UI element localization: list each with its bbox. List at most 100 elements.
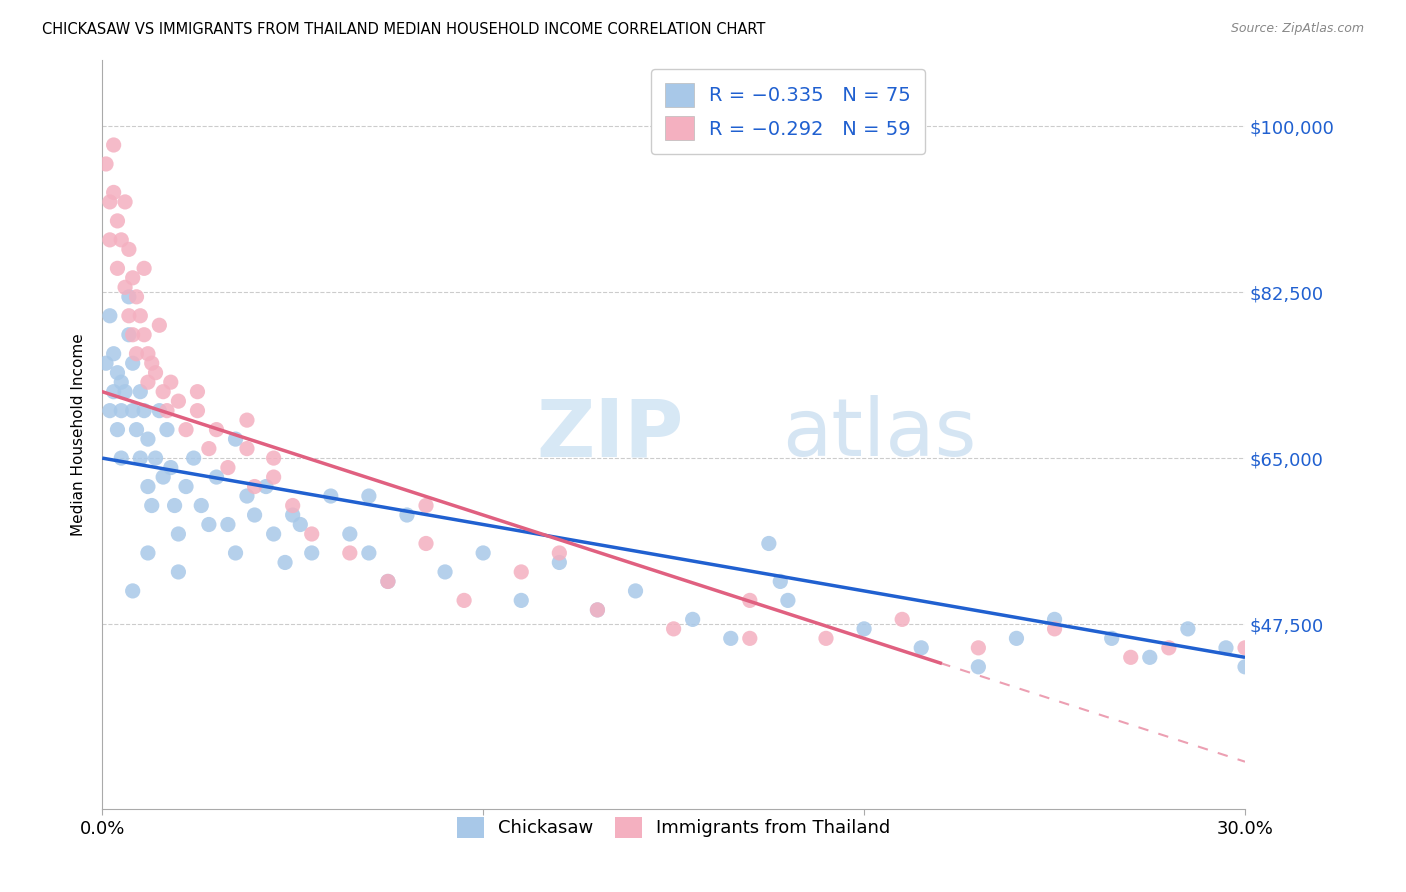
Point: [98, 403, 121, 417]
Point: [190, 499, 212, 513]
Point: [174, 479, 197, 493]
Point: [910, 640, 932, 655]
Point: [125, 290, 148, 304]
Point: [156, 423, 179, 437]
Point: [205, 470, 228, 484]
Point: [453, 593, 475, 607]
Point: [548, 556, 571, 570]
Point: [510, 593, 533, 607]
Point: [159, 375, 181, 389]
Point: [152, 470, 174, 484]
Point: [103, 384, 125, 399]
Point: [281, 508, 304, 522]
Point: [891, 612, 914, 626]
Point: [134, 403, 156, 417]
Text: atlas: atlas: [782, 395, 977, 474]
Point: [121, 356, 143, 370]
Point: [1043, 612, 1066, 626]
Point: [377, 574, 399, 589]
Point: [141, 356, 163, 370]
Point: [1101, 632, 1123, 646]
Point: [118, 327, 141, 342]
Point: [225, 546, 247, 560]
Point: [125, 423, 148, 437]
Point: [183, 451, 205, 466]
Point: [434, 565, 457, 579]
Point: [163, 499, 186, 513]
Point: [738, 593, 761, 607]
Point: [510, 565, 533, 579]
Point: [118, 309, 141, 323]
Point: [1005, 632, 1028, 646]
Point: [225, 432, 247, 446]
Point: [967, 660, 990, 674]
Point: [136, 546, 159, 560]
Point: [167, 394, 190, 409]
Point: [339, 546, 361, 560]
Point: [339, 527, 361, 541]
Point: [121, 327, 143, 342]
Point: [156, 403, 179, 417]
Point: [94, 157, 117, 171]
Point: [110, 375, 132, 389]
Point: [167, 565, 190, 579]
Point: [107, 366, 129, 380]
Point: [121, 403, 143, 417]
Point: [198, 442, 221, 456]
Point: [118, 290, 141, 304]
Point: [586, 603, 609, 617]
Point: [263, 470, 285, 484]
Point: [720, 632, 742, 646]
Point: [110, 403, 132, 417]
Point: [148, 318, 170, 333]
Point: [236, 489, 259, 503]
Point: [624, 583, 647, 598]
Point: [738, 632, 761, 646]
Text: CHICKASAW VS IMMIGRANTS FROM THAILAND MEDIAN HOUSEHOLD INCOME CORRELATION CHART: CHICKASAW VS IMMIGRANTS FROM THAILAND ME…: [42, 22, 765, 37]
Point: [134, 261, 156, 276]
Point: [301, 527, 323, 541]
Point: [98, 309, 121, 323]
Point: [217, 517, 239, 532]
Point: [254, 479, 277, 493]
Point: [1139, 650, 1161, 665]
Point: [814, 632, 837, 646]
Point: [198, 517, 221, 532]
Point: [136, 432, 159, 446]
Point: [415, 536, 437, 550]
Legend: Chickasaw, Immigrants from Thailand: Chickasaw, Immigrants from Thailand: [450, 810, 898, 845]
Point: [1215, 640, 1237, 655]
Point: [263, 451, 285, 466]
Point: [114, 384, 136, 399]
Point: [1043, 622, 1066, 636]
Point: [118, 243, 141, 257]
Point: [114, 194, 136, 209]
Point: [301, 546, 323, 560]
Point: [110, 451, 132, 466]
Text: Source: ZipAtlas.com: Source: ZipAtlas.com: [1230, 22, 1364, 36]
Point: [357, 489, 380, 503]
Point: [319, 489, 342, 503]
Point: [236, 413, 259, 427]
Point: [274, 556, 297, 570]
Point: [98, 233, 121, 247]
Point: [125, 347, 148, 361]
Point: [107, 423, 129, 437]
Point: [967, 640, 990, 655]
Point: [377, 574, 399, 589]
Point: [103, 186, 125, 200]
Text: ZIP: ZIP: [537, 395, 683, 474]
Point: [129, 309, 152, 323]
Point: [110, 233, 132, 247]
Y-axis label: Median Household Income: Median Household Income: [72, 333, 86, 536]
Point: [1119, 650, 1142, 665]
Point: [152, 384, 174, 399]
Point: [174, 423, 197, 437]
Point: [136, 375, 159, 389]
Point: [145, 366, 167, 380]
Point: [107, 214, 129, 228]
Point: [103, 138, 125, 153]
Point: [134, 327, 156, 342]
Point: [586, 603, 609, 617]
Point: [1157, 640, 1180, 655]
